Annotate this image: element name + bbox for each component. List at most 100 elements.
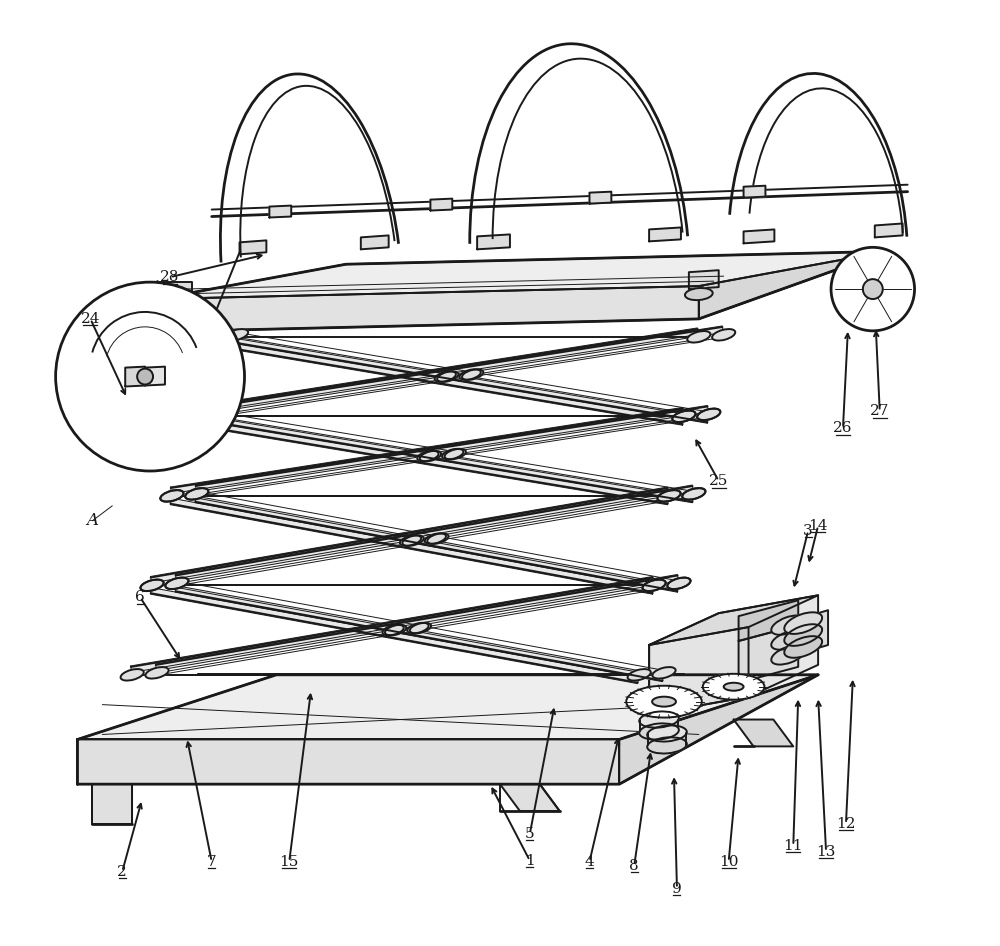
Ellipse shape <box>185 488 208 499</box>
Text: 9: 9 <box>672 882 682 896</box>
Polygon shape <box>744 185 765 198</box>
Ellipse shape <box>420 451 441 462</box>
Ellipse shape <box>435 372 456 382</box>
Ellipse shape <box>672 411 696 422</box>
Polygon shape <box>150 587 639 684</box>
Polygon shape <box>739 625 798 683</box>
Polygon shape <box>778 610 828 660</box>
Ellipse shape <box>385 624 406 636</box>
Polygon shape <box>131 576 654 673</box>
Ellipse shape <box>410 622 431 633</box>
Polygon shape <box>77 674 818 740</box>
Polygon shape <box>210 340 684 425</box>
Polygon shape <box>175 485 693 581</box>
Polygon shape <box>589 192 611 203</box>
Polygon shape <box>195 497 679 592</box>
Ellipse shape <box>682 488 705 499</box>
Ellipse shape <box>771 630 805 650</box>
Text: 27: 27 <box>870 404 889 418</box>
Ellipse shape <box>442 448 463 460</box>
Ellipse shape <box>180 411 203 422</box>
Text: 1: 1 <box>525 853 535 867</box>
Ellipse shape <box>771 645 805 665</box>
Circle shape <box>56 282 245 471</box>
Ellipse shape <box>628 669 651 680</box>
Text: 26: 26 <box>833 421 853 435</box>
Polygon shape <box>170 499 654 594</box>
Polygon shape <box>151 487 669 583</box>
Ellipse shape <box>642 580 666 591</box>
Ellipse shape <box>137 369 153 384</box>
Polygon shape <box>240 240 266 254</box>
Ellipse shape <box>462 369 483 380</box>
Polygon shape <box>235 337 708 423</box>
Polygon shape <box>649 627 749 714</box>
Ellipse shape <box>140 580 164 591</box>
Ellipse shape <box>724 683 744 691</box>
Polygon shape <box>477 235 510 250</box>
Ellipse shape <box>784 612 822 634</box>
Text: A: A <box>86 512 98 529</box>
Polygon shape <box>195 406 708 492</box>
Ellipse shape <box>784 636 822 657</box>
Ellipse shape <box>200 331 223 342</box>
Polygon shape <box>157 282 192 299</box>
Text: 11: 11 <box>784 839 803 852</box>
Polygon shape <box>145 367 165 386</box>
Ellipse shape <box>425 534 446 544</box>
Polygon shape <box>361 236 389 250</box>
Ellipse shape <box>626 686 702 718</box>
Ellipse shape <box>407 622 429 633</box>
Circle shape <box>831 247 915 331</box>
Ellipse shape <box>205 409 228 420</box>
Ellipse shape <box>712 329 735 341</box>
Polygon shape <box>739 601 798 641</box>
Ellipse shape <box>145 667 169 678</box>
Text: 6: 6 <box>135 590 145 604</box>
Ellipse shape <box>657 490 681 501</box>
Polygon shape <box>157 252 888 299</box>
Polygon shape <box>649 227 681 241</box>
Text: 13: 13 <box>816 845 836 859</box>
Ellipse shape <box>121 669 144 680</box>
Polygon shape <box>215 416 693 502</box>
Ellipse shape <box>427 534 448 544</box>
Ellipse shape <box>445 448 466 460</box>
Ellipse shape <box>383 624 404 636</box>
Ellipse shape <box>402 535 424 546</box>
Text: 5: 5 <box>525 827 535 841</box>
Text: 2: 2 <box>117 865 127 879</box>
Ellipse shape <box>685 288 713 300</box>
Polygon shape <box>649 595 818 714</box>
Text: 15: 15 <box>280 854 299 868</box>
Polygon shape <box>190 419 669 504</box>
Ellipse shape <box>160 490 184 501</box>
Polygon shape <box>77 740 619 784</box>
Ellipse shape <box>225 329 248 341</box>
Ellipse shape <box>771 616 805 635</box>
Ellipse shape <box>784 624 822 646</box>
Ellipse shape <box>647 726 687 742</box>
Polygon shape <box>734 720 793 746</box>
Ellipse shape <box>657 490 681 501</box>
Ellipse shape <box>417 451 439 462</box>
Polygon shape <box>156 574 679 671</box>
Text: 10: 10 <box>719 854 738 868</box>
Ellipse shape <box>639 711 679 727</box>
Polygon shape <box>125 367 145 387</box>
Text: 7: 7 <box>207 854 217 868</box>
Circle shape <box>863 279 883 299</box>
Ellipse shape <box>160 490 184 501</box>
Ellipse shape <box>639 724 679 740</box>
Ellipse shape <box>400 535 421 546</box>
Polygon shape <box>619 674 818 784</box>
Ellipse shape <box>687 331 710 342</box>
Ellipse shape <box>672 411 696 422</box>
Polygon shape <box>269 205 291 218</box>
Text: 8: 8 <box>629 859 639 872</box>
Text: 25: 25 <box>709 474 728 488</box>
Ellipse shape <box>165 578 189 589</box>
Polygon shape <box>875 223 903 237</box>
Polygon shape <box>171 408 684 494</box>
Ellipse shape <box>667 578 691 589</box>
